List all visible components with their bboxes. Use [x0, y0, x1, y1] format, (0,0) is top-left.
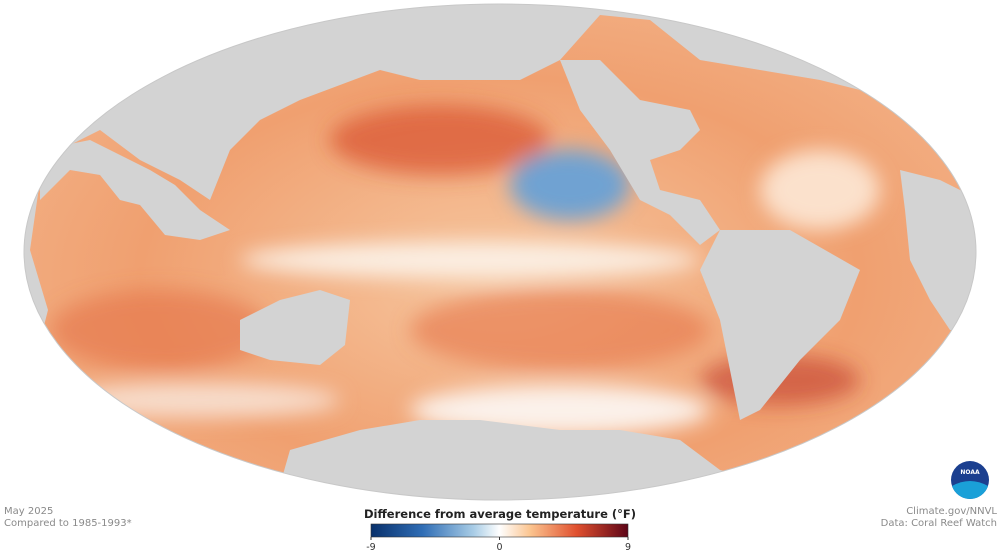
date: May 2025	[4, 506, 53, 517]
tick-label: 9	[625, 542, 631, 553]
source: Data: Coral Reef Watch	[881, 518, 997, 529]
color-scale	[370, 523, 629, 538]
globe-outline	[23, 3, 977, 501]
tick-label: -9	[366, 542, 375, 553]
tick-label: 0	[496, 542, 502, 553]
noaa-logo: NOAA	[951, 461, 989, 499]
baseline: Compared to 1985-1993*	[4, 518, 132, 529]
site: Climate.gov/NNVL	[906, 506, 997, 517]
logo-text: NOAA	[960, 469, 980, 476]
legend-title: Difference from average temperature (°F)	[364, 507, 636, 521]
